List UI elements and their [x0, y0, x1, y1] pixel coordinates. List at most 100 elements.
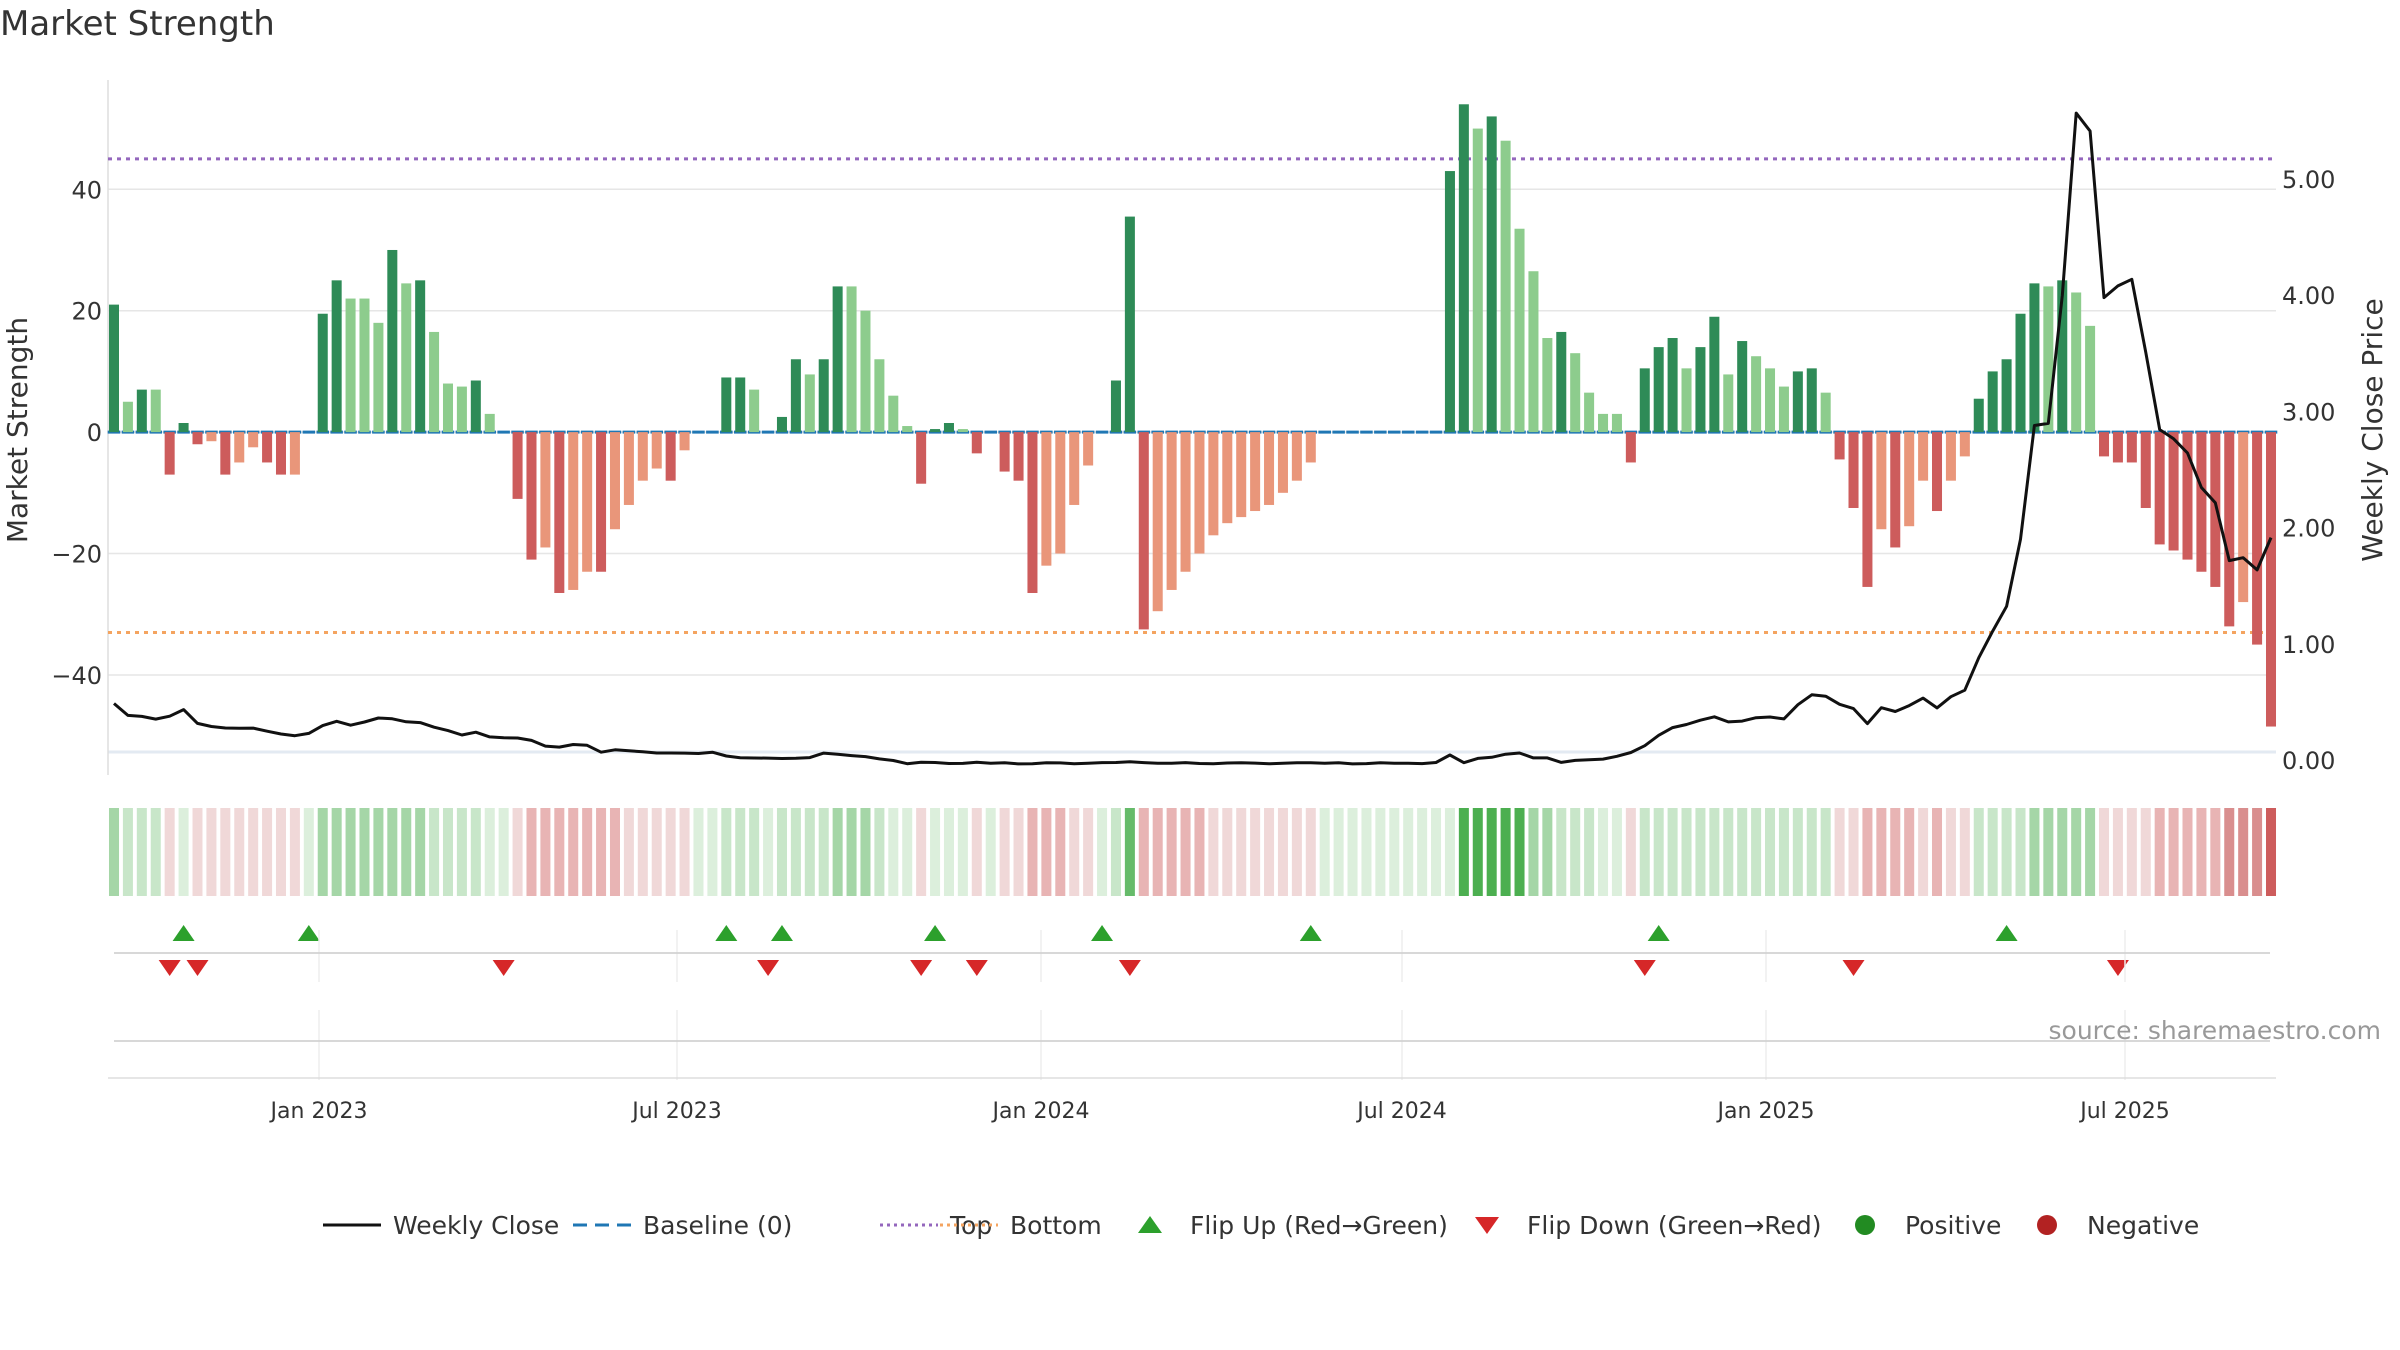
strength-bar: [1723, 374, 1734, 433]
heat-cell: [442, 808, 453, 896]
strength-bar: [206, 432, 217, 442]
strength-bar: [1862, 432, 1873, 587]
heat-cell: [1792, 808, 1803, 896]
strength-bar: [2126, 432, 2137, 463]
strength-bar: [1027, 432, 1038, 593]
strength-bar: [721, 377, 732, 433]
heat-cell: [1570, 808, 1581, 896]
strength-bar: [1765, 368, 1776, 433]
heat-cell: [540, 808, 551, 896]
strength-bar: [1695, 347, 1706, 433]
legend-label: Negative: [2087, 1211, 2199, 1240]
strength-bar: [234, 432, 245, 463]
heat-cell: [1138, 808, 1149, 896]
strength-bar: [1110, 380, 1121, 433]
heat-cell: [1444, 808, 1455, 896]
heat-cell: [1723, 808, 1734, 896]
heat-cell: [1097, 808, 1108, 896]
heat-cell: [1486, 808, 1497, 896]
heat-cell: [498, 808, 509, 896]
heat-cell: [2154, 808, 2165, 896]
strength-bar: [1681, 368, 1692, 433]
heat-cell: [1027, 808, 1038, 896]
heat-cell: [1876, 808, 1887, 896]
heat-cell: [1250, 808, 1261, 896]
strength-bar: [1820, 392, 1831, 433]
strength-bar: [818, 359, 829, 433]
heat-cell: [275, 808, 286, 896]
flip-up-marker: [770, 925, 793, 941]
heat-cell: [512, 808, 523, 896]
heat-cell: [1194, 808, 1205, 896]
heat-cell: [1236, 808, 1247, 896]
heat-cell: [2057, 808, 2068, 896]
heat-cell: [957, 808, 968, 896]
heat-cell: [1556, 808, 1567, 896]
heat-cell: [651, 808, 662, 896]
x-tick-label: Jan 2024: [991, 1099, 1090, 1124]
heat-cell: [609, 808, 620, 896]
strength-bar: [2210, 432, 2221, 587]
strength-bar: [1124, 216, 1135, 433]
heat-cell: [985, 808, 996, 896]
heat-cell: [846, 808, 857, 896]
strength-bar: [275, 432, 286, 475]
strength-bar: [1180, 432, 1191, 572]
strength-bar: [387, 249, 398, 433]
heat-cell: [1611, 808, 1622, 896]
heat-cell: [387, 808, 398, 896]
strength-bar: [526, 432, 537, 560]
x-tick-label: Jan 2025: [1716, 1099, 1815, 1124]
flip-down-marker: [186, 960, 209, 976]
axes: 40 20 0 −20 −40 5.00 4.00 3.00 2.00 1.00 0.00 Marke…: [1, 166, 2389, 775]
strength-bar: [596, 432, 607, 572]
heat-cell: [1987, 808, 1998, 896]
strength-bar: [582, 432, 593, 572]
heat-cell: [2126, 808, 2137, 896]
heat-cell: [776, 808, 787, 896]
heat-cell: [1291, 808, 1302, 896]
heat-cell: [1277, 808, 1288, 896]
heat-cell: [345, 808, 356, 896]
strength-bar: [122, 401, 133, 433]
strength-bar: [1514, 228, 1525, 433]
heat-cell: [2140, 808, 2151, 896]
strength-bar: [2252, 432, 2263, 645]
heat-cell: [735, 808, 746, 896]
strength-bars: [108, 104, 2277, 727]
heat-cell: [623, 808, 634, 896]
heat-cell: [1389, 808, 1400, 896]
flip-up-marker: [924, 925, 947, 941]
heat-cell: [526, 808, 537, 896]
strength-bar: [1945, 432, 1956, 481]
strength-bar: [1751, 356, 1762, 433]
strength-bar: [1500, 140, 1511, 433]
heat-cell: [262, 808, 273, 896]
strength-bar: [484, 413, 495, 433]
strength-bar: [874, 359, 885, 433]
strength-bar: [108, 304, 120, 433]
heat-cell: [2071, 808, 2082, 896]
heat-cell: [2238, 808, 2249, 896]
strength-bar: [916, 432, 927, 484]
heat-cell: [888, 808, 899, 896]
strength-bar: [1013, 432, 1024, 481]
heat-cell: [429, 808, 440, 896]
strength-bar: [790, 359, 801, 433]
strength-bar: [1584, 392, 1595, 433]
heat-cell: [1069, 808, 1080, 896]
heat-cell: [2043, 808, 2054, 896]
legend-label: Weekly Close: [393, 1211, 559, 1240]
heat-cell: [1180, 808, 1191, 896]
strength-bar: [776, 416, 787, 433]
heat-cell: [860, 808, 871, 896]
strength-bar: [2238, 432, 2249, 603]
strength-bar: [971, 432, 982, 454]
strength-bar: [2140, 432, 2151, 508]
heat-cell: [1639, 808, 1650, 896]
strength-bar: [2043, 286, 2054, 433]
heat-cell: [1542, 808, 1553, 896]
heat-cell: [1528, 808, 1539, 896]
strength-bar: [665, 432, 676, 481]
